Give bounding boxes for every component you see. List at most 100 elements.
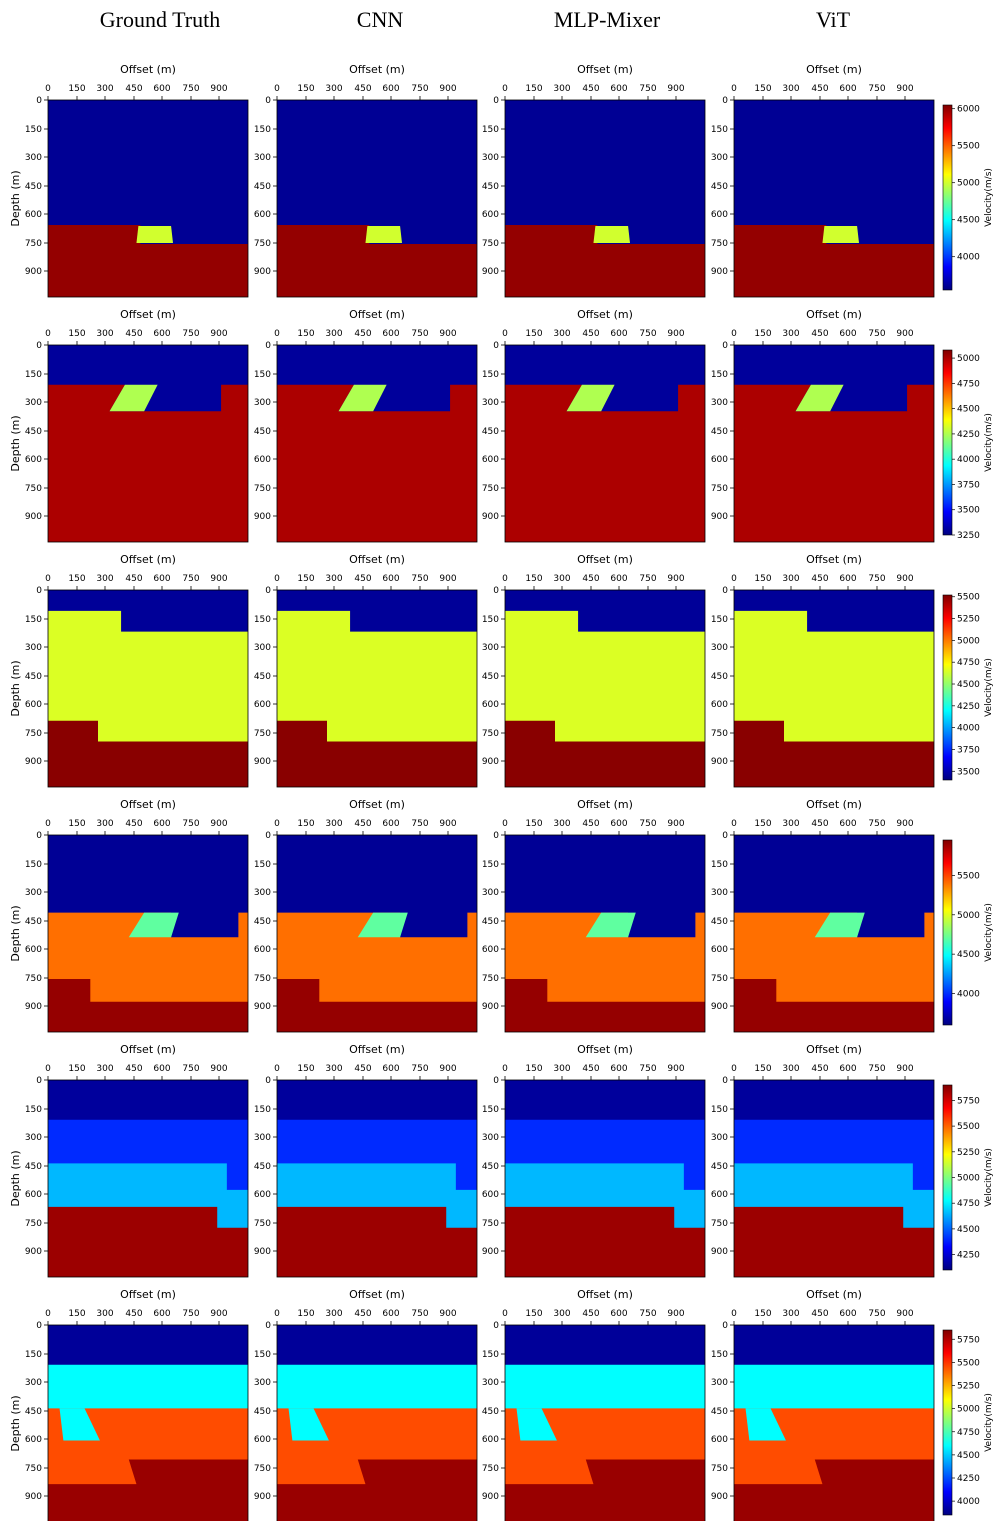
x-tick-label: 0 xyxy=(274,329,280,339)
y-tick-label: 450 xyxy=(254,672,271,682)
x-tick-label: 900 xyxy=(210,329,227,339)
heatmap xyxy=(734,590,934,787)
x-tick-label: 0 xyxy=(45,329,51,339)
x-tick-label: 0 xyxy=(502,84,508,94)
axes-frame xyxy=(733,344,935,543)
colorbar-tick-label: 6000 xyxy=(957,105,980,115)
x-tick-label: 150 xyxy=(525,84,542,94)
x-tick-label: 450 xyxy=(125,1309,142,1319)
y-tick-label: 300 xyxy=(254,1133,271,1143)
y-tick-label: 300 xyxy=(25,398,42,408)
x-tick-label: 600 xyxy=(839,1064,856,1074)
y-tick-label: 900 xyxy=(254,757,271,767)
colorbar-tick-label: 4250 xyxy=(957,1251,980,1261)
y-tick-label: 300 xyxy=(254,1378,271,1388)
heatmap xyxy=(734,100,934,297)
x-tick-label: 750 xyxy=(411,574,428,584)
axes-frame xyxy=(733,1079,935,1278)
y-tick-label: 0 xyxy=(36,341,42,351)
axes-frame xyxy=(276,834,478,1033)
y-tick-label: 150 xyxy=(254,1350,271,1360)
x-tick-label: 900 xyxy=(896,819,913,829)
y-tick-label: 900 xyxy=(254,1002,271,1012)
y-axis-title: Depth (m) xyxy=(9,1395,22,1451)
x-tick-label: 300 xyxy=(782,819,799,829)
y-tick-label: 150 xyxy=(25,615,42,625)
y-tick-label: 600 xyxy=(254,945,271,955)
x-tick-label: 450 xyxy=(125,574,142,584)
y-tick-label: 450 xyxy=(711,182,728,192)
x-tick-label: 750 xyxy=(868,819,885,829)
axes-frame xyxy=(504,99,706,298)
colorbar-tick-label: 3500 xyxy=(957,506,980,516)
colorbar-title: Velocity(m/s) xyxy=(984,658,994,717)
colorbar-tick-label: 5500 xyxy=(957,1122,980,1132)
x-tick-label: 900 xyxy=(896,329,913,339)
x-tick-label: 750 xyxy=(868,84,885,94)
y-tick-label: 150 xyxy=(254,860,271,870)
velocity-body-1 xyxy=(365,225,402,244)
colorbar-tick-label: 4000 xyxy=(957,724,980,734)
x-tick-label: 900 xyxy=(210,1064,227,1074)
y-tick-label: 300 xyxy=(254,888,271,898)
velocity-layer-3 xyxy=(505,978,705,1032)
x-tick-label: 900 xyxy=(667,329,684,339)
y-tick-label: 600 xyxy=(482,455,499,465)
axes-frame xyxy=(47,834,249,1033)
heatmap xyxy=(505,345,705,542)
heatmap xyxy=(277,1080,477,1277)
colorbar-row-6: 4000 4250 4500 4750 5000 5250 5500 5750 Velocity… xyxy=(942,1329,994,1516)
y-tick-label: 450 xyxy=(482,917,499,927)
y-tick-label: 600 xyxy=(25,455,42,465)
x-tick-label: 300 xyxy=(96,1064,113,1074)
x-tick-label: 750 xyxy=(182,1064,199,1074)
x-tick-label: 0 xyxy=(274,1064,280,1074)
y-tick-label: 300 xyxy=(25,1378,42,1388)
y-tick-label: 150 xyxy=(25,370,42,380)
colorbar-tick-label: 4500 xyxy=(957,950,980,960)
heatmap xyxy=(734,345,934,542)
velocity-body-1 xyxy=(822,225,859,244)
colorbar-tick-label: 4500 xyxy=(957,1225,980,1235)
x-tick-label: 300 xyxy=(782,329,799,339)
y-tick-label: 150 xyxy=(482,370,499,380)
velocity-layer-2 xyxy=(505,384,705,542)
velocity-layer-3 xyxy=(734,720,934,787)
colorbar-tick-label: 4250 xyxy=(957,702,980,712)
x-tick-label: 750 xyxy=(182,84,199,94)
x-tick-label: 750 xyxy=(411,329,428,339)
colorbar-tick-label: 5750 xyxy=(957,1096,980,1106)
y-tick-label: 900 xyxy=(711,512,728,522)
y-tick-label: 300 xyxy=(482,888,499,898)
colorbar-tick-label: 4500 xyxy=(957,1451,980,1461)
x-tick-label: 450 xyxy=(125,84,142,94)
y-tick-label: 600 xyxy=(254,1435,271,1445)
panel-vit-row-5: Offset (m) 0 150 300 450 600 750 900 0 150 300 450 6… xyxy=(711,1043,935,1278)
heatmap xyxy=(48,1080,248,1277)
panel-grid: Offset (m) 0 150 300 450 600 750 900 0 150 300 450 6… xyxy=(9,63,994,1521)
x-tick-label: 750 xyxy=(639,819,656,829)
colorbar-tick-label: 5000 xyxy=(957,1405,980,1415)
velocity-body-2 xyxy=(277,1459,366,1485)
velocity-body-1 xyxy=(516,1408,557,1441)
x-tick-label: 450 xyxy=(354,574,371,584)
x-tick-label: 450 xyxy=(582,574,599,584)
velocity-body-1 xyxy=(357,912,408,938)
velocity-layer-3 xyxy=(48,978,248,1032)
y-tick-label: 450 xyxy=(254,427,271,437)
x-axis-title: Offset (m) xyxy=(120,1043,176,1056)
x-tick-label: 750 xyxy=(639,329,656,339)
velocity-layer-4 xyxy=(277,1206,477,1277)
y-tick-label: 150 xyxy=(254,370,271,380)
velocity-body-1 xyxy=(338,384,387,412)
x-axis-title: Offset (m) xyxy=(349,798,405,811)
y-tick-label: 150 xyxy=(254,125,271,135)
heatmap xyxy=(277,345,477,542)
heatmap xyxy=(48,1325,248,1521)
y-tick-label: 450 xyxy=(711,1407,728,1417)
y-tick-label: 750 xyxy=(482,1219,499,1229)
y-tick-label: 600 xyxy=(254,210,271,220)
y-tick-label: 600 xyxy=(25,210,42,220)
x-tick-label: 150 xyxy=(297,1064,314,1074)
y-tick-label: 0 xyxy=(36,1076,42,1086)
